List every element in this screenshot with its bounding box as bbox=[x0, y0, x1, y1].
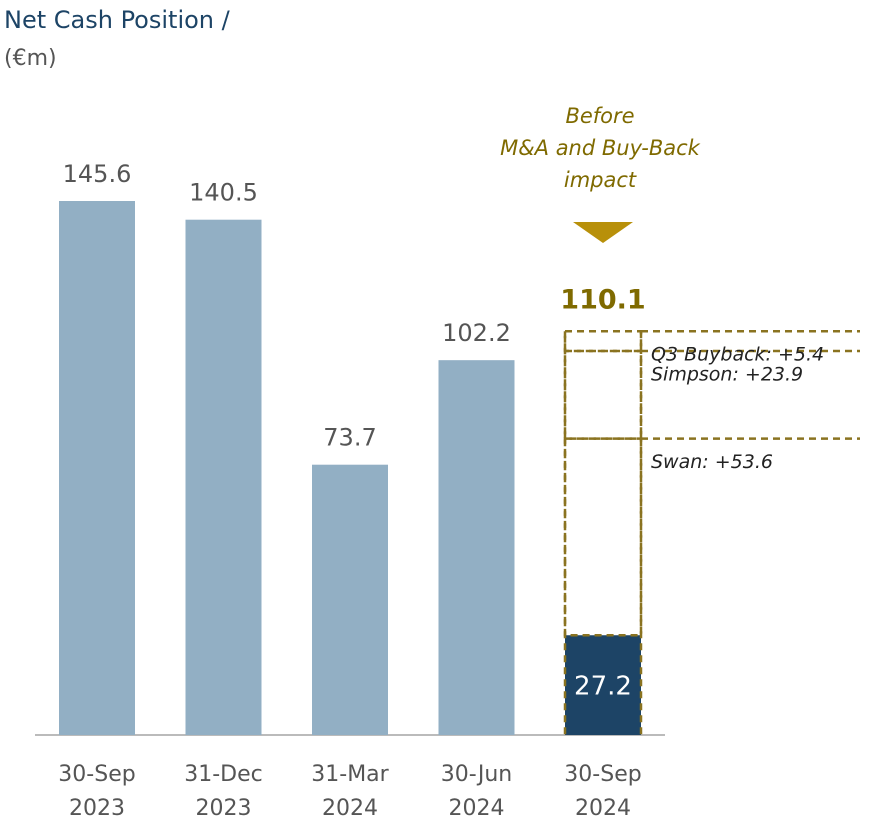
value-label: 145.6 bbox=[63, 160, 132, 188]
breakdown-label: Simpson: +23.9 bbox=[651, 364, 803, 386]
breakdown-segment bbox=[563, 437, 643, 637]
bar bbox=[185, 219, 262, 736]
value-label: 102.2 bbox=[442, 319, 511, 347]
value-label: 140.5 bbox=[189, 179, 258, 207]
bar bbox=[565, 635, 641, 735]
value-label: 73.7 bbox=[323, 424, 376, 452]
value-label: 27.2 bbox=[574, 672, 632, 702]
bar bbox=[438, 360, 515, 735]
x-tick-label: 31-Dec 2023 bbox=[184, 762, 263, 818]
chart-title: Net Cash Position / bbox=[4, 6, 230, 34]
bar bbox=[59, 201, 135, 735]
bar bbox=[312, 464, 388, 735]
x-tick-label: 30-Jun 2024 bbox=[440, 762, 513, 818]
breakdown-segment bbox=[563, 329, 643, 353]
x-tick-label: 30-Sep 2023 bbox=[58, 762, 136, 818]
total-label: 110.1 bbox=[560, 285, 645, 316]
breakdown-label: Q3 Buyback: +5.4 bbox=[651, 344, 824, 366]
annotation: Before M&A and Buy-Back impact bbox=[500, 104, 700, 192]
chart-subtitle: (€m) bbox=[4, 46, 57, 71]
breakdown-segment bbox=[563, 349, 643, 440]
arrow bbox=[573, 222, 633, 243]
breakdown-label: Swan: +53.6 bbox=[651, 451, 773, 473]
x-tick-label: 31-Mar 2024 bbox=[311, 762, 389, 818]
x-tick-label: 30-Sep 2024 bbox=[564, 762, 642, 818]
